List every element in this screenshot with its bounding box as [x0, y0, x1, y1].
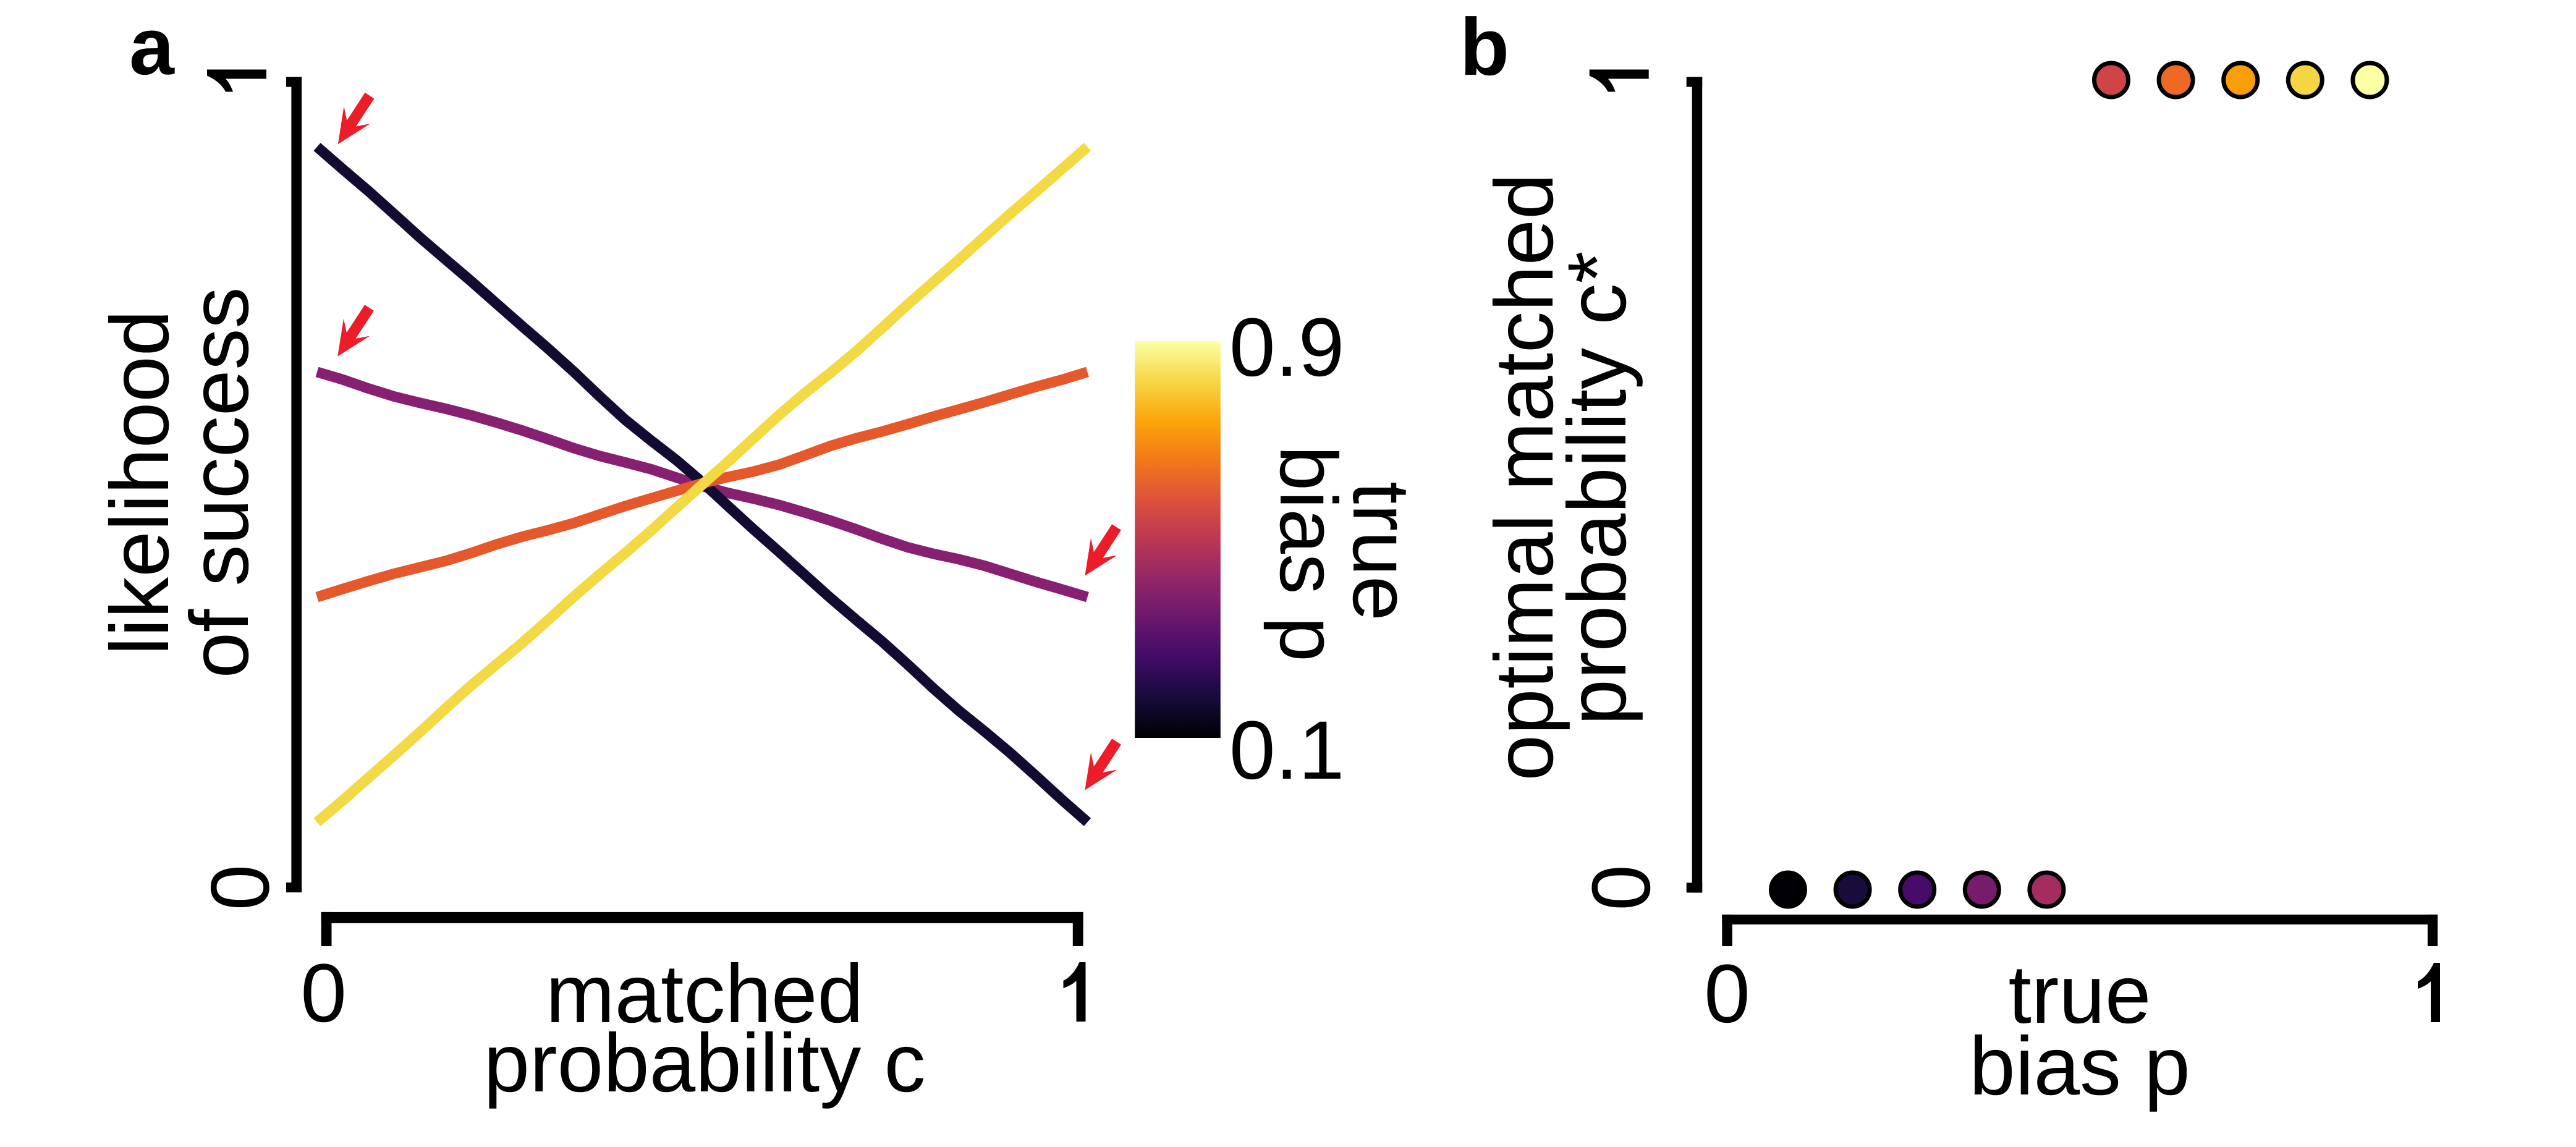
svg-text:likelihood: likelihood [94, 310, 186, 656]
svg-text:of success: of success [174, 287, 266, 678]
svg-text:0: 0 [195, 865, 287, 911]
svg-text:true: true [2009, 949, 2151, 1041]
svg-text:0: 0 [300, 947, 347, 1039]
svg-text:b: b [1460, 1, 1509, 92]
svg-text:optimal matched: optimal matched [1478, 173, 1570, 781]
svg-text:a: a [129, 1, 175, 91]
svg-text:true: true [1336, 481, 1427, 621]
svg-text:0: 0 [1704, 948, 1750, 1040]
svg-text:probability c*: probability c* [1551, 251, 1643, 725]
svg-text:0.9: 0.9 [1229, 302, 1344, 394]
svg-text:0: 0 [1575, 865, 1667, 911]
svg-text:0.1: 0.1 [1229, 705, 1344, 797]
svg-text:matched: matched [546, 948, 863, 1040]
svg-text:bias p: bias p [1263, 446, 1354, 662]
svg-text:probability c: probability c [483, 1017, 925, 1109]
svg-text:bias p: bias p [1969, 1020, 2190, 1112]
